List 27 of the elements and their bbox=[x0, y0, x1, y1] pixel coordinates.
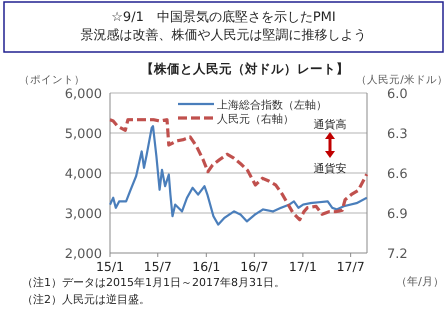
x-tick-label: 17/1 bbox=[288, 259, 317, 274]
x-tick-label: 16/7 bbox=[240, 259, 268, 274]
y-tick-label: 3,000 bbox=[64, 207, 102, 222]
y2-tick-label: 6.3 bbox=[387, 127, 408, 142]
y-tick-label: 4,000 bbox=[64, 167, 102, 182]
chart-title: ☆9/1 中国景気の底堅さを示したPMI 景況感は改善、株価や人民元は堅調に推移しよう bbox=[80, 10, 366, 43]
x-axis-title: （年/月） bbox=[396, 275, 444, 288]
y2-tick-label: 6.9 bbox=[387, 207, 408, 222]
x-tick-label: 16/1 bbox=[192, 259, 220, 274]
y2-tick-label: 6.6 bbox=[387, 167, 408, 182]
y-tick-label: 6,000 bbox=[64, 87, 102, 102]
y-tick-label: 2,000 bbox=[64, 247, 102, 262]
annotation: 通貨安 bbox=[314, 162, 346, 175]
y2-tick-label: 7.2 bbox=[387, 247, 408, 262]
text: （注2）人民元は逆目盛。 bbox=[22, 293, 150, 306]
x-tick-label: 17/7 bbox=[336, 259, 365, 274]
x-tick-label: 15/1 bbox=[96, 259, 124, 274]
legend-label: 上海総合指数（左軸） bbox=[217, 98, 327, 112]
y-tick-label: 5,000 bbox=[64, 127, 102, 142]
y-axis-title: （ポイント） bbox=[19, 74, 85, 86]
x-tick-label: 15/7 bbox=[144, 259, 172, 274]
text: （注1）データは2015年1月1日～2017年8月31日。 bbox=[22, 276, 285, 289]
legend-label: 人民元（右軸） bbox=[217, 112, 294, 126]
chart-subtitle: 【株価と人民元（対ドル）レート】 bbox=[141, 61, 349, 76]
y2-tick-label: 6.0 bbox=[387, 87, 408, 102]
y2-axis-title: （人民元/米ドル） bbox=[356, 73, 447, 86]
annotation: 通貨高 bbox=[314, 118, 346, 131]
